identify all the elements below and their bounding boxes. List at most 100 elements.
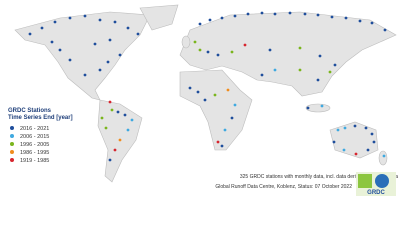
legend-label: 1996 - 2005 [20, 142, 49, 148]
station [353, 124, 357, 128]
map: GRDC Stations Time Series End [year] 201… [8, 4, 399, 196]
station [40, 26, 44, 30]
station [136, 32, 140, 36]
africa [179, 69, 253, 151]
station [306, 106, 310, 110]
station [113, 20, 117, 24]
station [126, 26, 130, 30]
station [342, 148, 346, 152]
station [223, 128, 227, 132]
station [83, 73, 87, 77]
greenland [139, 4, 179, 31]
station [318, 54, 322, 58]
station [104, 126, 108, 130]
station [118, 138, 122, 142]
station [98, 18, 102, 22]
station [383, 28, 387, 32]
station [320, 104, 324, 108]
footer-note: 325 GRDC stations with monthly data, inc… [240, 174, 398, 180]
station [53, 20, 57, 24]
station [108, 100, 112, 104]
station [382, 154, 386, 158]
legend-swatch [10, 142, 14, 146]
legend-label: 1919 - 1985 [20, 158, 49, 164]
station [344, 16, 348, 20]
legend-label: 2016 - 2021 [20, 126, 49, 132]
britain [181, 35, 191, 49]
station [193, 40, 197, 44]
station [328, 70, 332, 74]
logo-globe [375, 174, 389, 188]
legend-swatch [10, 134, 14, 138]
station [198, 22, 202, 26]
station [354, 152, 358, 156]
station [58, 48, 62, 52]
station [260, 11, 264, 15]
station [273, 12, 277, 16]
legend-title: GRDC Stations [8, 108, 52, 114]
station [98, 68, 102, 72]
station [230, 116, 234, 120]
new-zealand [378, 150, 388, 166]
station [260, 73, 264, 77]
station [108, 158, 112, 162]
legend-label: 2006 - 2015 [20, 134, 49, 140]
station [370, 21, 374, 25]
legend-label: 1986 - 1995 [20, 150, 49, 156]
station [298, 46, 302, 50]
station [206, 50, 210, 54]
logo: GRDC [356, 172, 396, 196]
station [68, 58, 72, 62]
station [268, 48, 272, 52]
station [123, 113, 127, 117]
station [196, 90, 200, 94]
station [372, 140, 376, 144]
station [230, 50, 234, 54]
station [28, 32, 32, 36]
legend-subtitle: Time Series End [year] [8, 115, 73, 121]
station [208, 18, 212, 22]
eurasia [179, 11, 397, 97]
station [100, 116, 104, 120]
station [83, 14, 87, 18]
station [220, 16, 224, 20]
station [333, 63, 337, 67]
stations [28, 11, 387, 162]
legend-swatch [10, 126, 14, 130]
station [233, 14, 237, 18]
station [358, 19, 362, 23]
station [118, 53, 122, 57]
station [364, 126, 368, 130]
station [198, 48, 202, 52]
station [203, 98, 207, 102]
station [126, 128, 130, 132]
station [106, 60, 110, 64]
station [93, 42, 97, 46]
station [116, 110, 120, 114]
station [130, 118, 134, 122]
indonesia [305, 103, 331, 113]
australia [329, 121, 379, 159]
station [332, 140, 336, 144]
station [336, 128, 340, 132]
station [233, 103, 237, 107]
station [370, 132, 374, 136]
station [110, 108, 114, 112]
station [273, 68, 277, 72]
legend-swatch [10, 158, 14, 162]
station [108, 38, 112, 42]
station [246, 12, 250, 16]
station [298, 68, 302, 72]
station [288, 11, 292, 15]
station [50, 40, 54, 44]
station [366, 148, 370, 152]
north-america [14, 11, 151, 101]
legend: GRDC Stations Time Series End [year] 201… [8, 108, 73, 164]
station [243, 43, 247, 47]
station [113, 148, 117, 152]
station [216, 140, 220, 144]
station [316, 13, 320, 17]
station [213, 93, 217, 97]
station [68, 16, 72, 20]
station [226, 88, 230, 92]
